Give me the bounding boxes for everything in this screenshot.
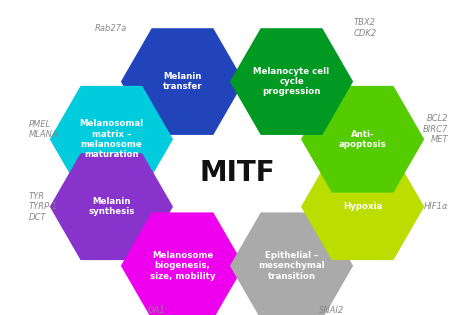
Text: SNAI2: SNAI2 [319,306,345,315]
Polygon shape [50,153,173,260]
Text: Melanosomal
matrix –
melanosome
maturation: Melanosomal matrix – melanosome maturati… [79,119,144,159]
Polygon shape [230,28,353,135]
Text: HIF1α: HIF1α [423,202,448,211]
Text: TYR
TYRP-1
DCT: TYR TYRP-1 DCT [28,192,57,222]
Text: Rab27a: Rab27a [95,24,128,33]
Text: OA1: OA1 [147,306,165,315]
Text: MITF: MITF [199,159,275,187]
Text: Anti-
apoptosis: Anti- apoptosis [339,129,386,149]
Text: TBX2
CDK2: TBX2 CDK2 [353,18,377,38]
Polygon shape [301,153,424,260]
Polygon shape [121,212,244,315]
Polygon shape [121,28,244,135]
Text: BCL2
BIRC7
MET: BCL2 BIRC7 MET [422,114,448,144]
Text: Melanosome
biogenesis,
size, mobility: Melanosome biogenesis, size, mobility [150,251,215,281]
Text: Epithelial –
mesenchymal
transition: Epithelial – mesenchymal transition [258,251,325,281]
Polygon shape [50,86,173,192]
Polygon shape [301,86,424,192]
Text: Melanin
transfer: Melanin transfer [163,72,202,91]
Text: PMEL
MLANA: PMEL MLANA [28,120,58,139]
Text: Hypoxia: Hypoxia [343,202,383,211]
Text: Melanin
synthesis: Melanin synthesis [88,197,135,216]
Text: Melanocyte cell
cycle
progression: Melanocyte cell cycle progression [254,67,329,96]
Polygon shape [230,212,353,315]
